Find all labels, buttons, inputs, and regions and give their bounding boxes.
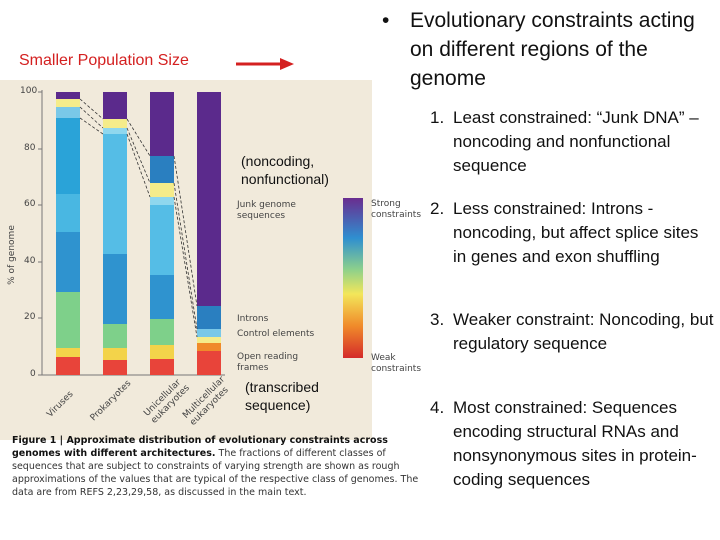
item-text: Less constrained: Introns - noncoding, b… bbox=[453, 199, 699, 266]
item-text: Least constrained: “Junk DNA” – noncodin… bbox=[453, 108, 699, 175]
y-tick-label: 60 bbox=[24, 199, 36, 209]
bullet-icon: • bbox=[382, 9, 390, 32]
item-number: 1. bbox=[430, 108, 445, 127]
y-axis-label: % of genome bbox=[7, 225, 17, 285]
orf-label: Open reading frames bbox=[237, 352, 299, 373]
figure-caption: Figure 1 | Approximate distribution of e… bbox=[12, 434, 422, 499]
item-text: Most constrained: Sequences encoding str… bbox=[453, 398, 697, 489]
stacked-bar-chart bbox=[38, 90, 363, 376]
item-number: 3. bbox=[430, 310, 445, 329]
y-tick-label: 80 bbox=[24, 143, 36, 153]
weak-constraints-label: Weak constraints bbox=[371, 353, 422, 374]
caption-heading: Figure 1 | Approximate distribution of e… bbox=[12, 435, 388, 459]
right-arrow-icon bbox=[236, 58, 294, 70]
population-size-label: Smaller Population Size bbox=[19, 52, 189, 69]
y-tick-label: 40 bbox=[24, 256, 36, 266]
y-tick-label: 0 bbox=[30, 369, 36, 379]
item-number: 2. bbox=[430, 199, 445, 218]
item-number: 4. bbox=[430, 398, 445, 417]
title-text: Evolutionary constraints acting on diffe… bbox=[410, 9, 695, 90]
junk-label: Junk genome sequences bbox=[237, 200, 296, 221]
strong-constraints-label: Strong constraints bbox=[371, 199, 422, 220]
introns-label: Introns bbox=[237, 314, 269, 324]
caption-body: The fractions of different classes of se… bbox=[12, 448, 419, 498]
noncoding-note: (noncoding, nonfunctional) bbox=[241, 153, 329, 187]
constraint-scale bbox=[343, 198, 363, 358]
genome-figure: % of genome 100 80 60 40 20 0 Viruses Pr… bbox=[0, 80, 372, 440]
y-tick-label: 100 bbox=[20, 86, 38, 96]
item-text: Weaker constraint: Noncoding, but regula… bbox=[453, 310, 714, 353]
control-label: Control elements bbox=[237, 329, 315, 339]
transcribed-note: (transcribed sequence) bbox=[245, 379, 319, 413]
y-tick-label: 20 bbox=[24, 312, 36, 322]
